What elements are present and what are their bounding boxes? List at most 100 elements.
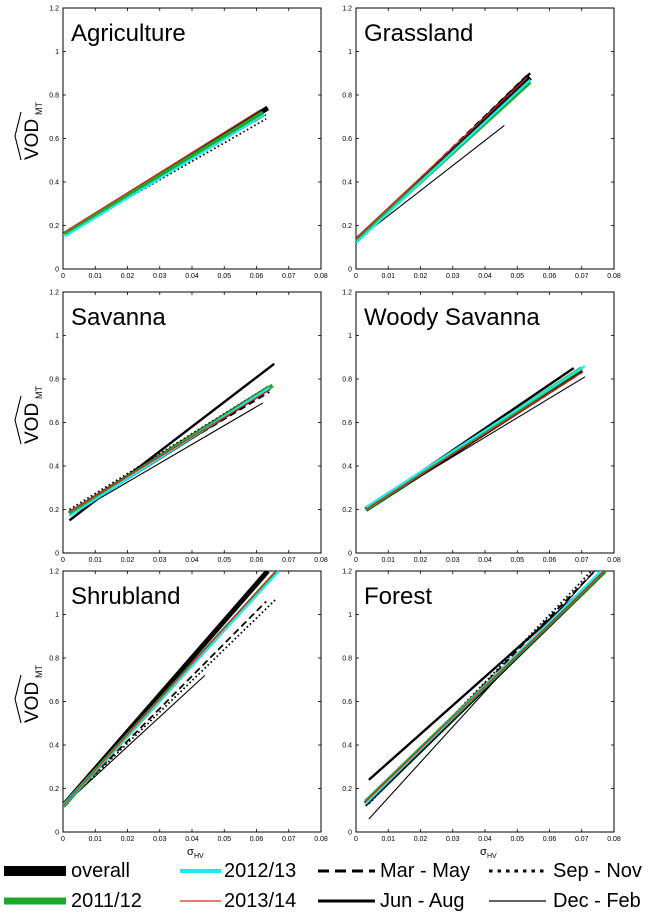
x-tick-label: 0.06 — [543, 273, 557, 280]
x-tick-label: 0.08 — [314, 557, 328, 564]
panel-agriculture: 0 0.01 0.02 0.03 0.04 0.05 0.06 0.07 0.08 0 0.2 0.4… — [14, 6, 328, 280]
x-tick-label: 0.06 — [250, 836, 264, 843]
x-tick-label: 0.04 — [478, 836, 492, 843]
y-tick-label: 0.8 — [49, 93, 59, 100]
x-tick-label: 0.08 — [314, 836, 328, 843]
y-tick-label: 0.4 — [342, 180, 352, 187]
x-tick-label: 0.06 — [250, 273, 264, 280]
x-tick-label: 0.03 — [153, 557, 167, 564]
y-tick-label: 0.6 — [342, 699, 352, 706]
y-tick-label: 0.6 — [49, 136, 59, 143]
series-line-2013-14 — [69, 389, 270, 513]
y-tick-label: 0.4 — [49, 464, 59, 471]
y-tick-label: 0.4 — [49, 180, 59, 187]
panel-grassland: 0 0.01 0.02 0.03 0.04 0.05 0.06 0.07 0.08 0 0.2 0.4… — [342, 6, 621, 281]
y-axis-label: VOD MT — [14, 102, 44, 161]
series-line-2013-14 — [63, 571, 277, 807]
hat-icon — [14, 395, 22, 445]
series-line-2013-14 — [64, 109, 261, 233]
x-tick-label: 0.04 — [185, 836, 199, 843]
y-tick-label: 0.6 — [342, 420, 352, 427]
plot-frame — [355, 570, 615, 833]
y-tick-label: 1.2 — [49, 290, 59, 297]
panel-shrubland: 0 0.01 0.02 0.03 0.04 0.05 0.06 0.07 0.08 0 0.2 0.4… — [14, 569, 328, 860]
y-tick-label: 0.2 — [342, 223, 352, 230]
panel-forest: 0 0.01 0.02 0.03 0.04 0.05 0.06 0.07 0.08 0 0.2 0.4… — [342, 569, 621, 861]
legend-label: 2012/13 — [224, 860, 296, 882]
series-line-2013-14 — [356, 77, 528, 239]
y-tick-label: 1 — [55, 49, 59, 56]
x-tick-label: 0.02 — [121, 836, 135, 843]
x-tick-label: 0.02 — [414, 273, 428, 280]
plot-frame — [62, 7, 322, 270]
plot-frame — [355, 7, 615, 270]
x-axis-label-text: σ — [187, 846, 194, 858]
x-tick-label: 0.03 — [446, 836, 460, 843]
y-tick-label: 0.2 — [49, 507, 59, 514]
series-line-sep-nov — [63, 598, 277, 807]
x-tick-label: 0.05 — [510, 836, 524, 843]
y-tick-label: 0 — [55, 267, 59, 274]
x-tick-label: 0.08 — [607, 557, 621, 564]
panel-title: Shrubland — [71, 583, 180, 610]
legend-label: 2013/14 — [224, 890, 296, 912]
y-tick-label: 0.6 — [49, 699, 59, 706]
y-tick-label: 1.2 — [49, 569, 59, 576]
x-axis-label-text: σ — [480, 846, 487, 858]
x-axis-label: σ HV — [480, 846, 497, 860]
x-tick-label: 0.05 — [217, 557, 231, 564]
x-tick-label: 0.03 — [446, 557, 460, 564]
x-tick-label: 0.08 — [607, 273, 621, 280]
y-tick-label: 0.6 — [49, 420, 59, 427]
y-axis-label-sub: MT — [34, 386, 44, 399]
x-tick-label: 0.03 — [153, 273, 167, 280]
series-group — [363, 571, 607, 820]
legend-label: overall — [71, 860, 130, 882]
y-tick-label: 0.4 — [342, 743, 352, 750]
y-tick-label: 1.2 — [342, 569, 352, 576]
y-tick-label: 0.2 — [49, 223, 59, 230]
plot-frame — [62, 291, 322, 554]
y-axis-label-text: VOD — [22, 682, 43, 723]
hat-icon — [14, 111, 22, 161]
series-line-2011-12 — [63, 110, 264, 236]
x-tick-label: 0.05 — [217, 273, 231, 280]
x-tick-label: 0.08 — [314, 273, 328, 280]
x-tick-label: 0.07 — [575, 273, 589, 280]
y-tick-label: 0.6 — [342, 136, 352, 143]
y-tick-label: 1 — [55, 612, 59, 619]
plot-frame — [62, 570, 322, 833]
y-tick-label: 0.2 — [342, 507, 352, 514]
x-tick-label: 0.02 — [414, 557, 428, 564]
y-tick-label: 0.4 — [49, 743, 59, 750]
series-line-2012-13 — [365, 365, 586, 509]
x-tick-label: 0.02 — [121, 273, 135, 280]
y-tick-label: 0 — [55, 830, 59, 837]
legend-label: Mar - May — [380, 860, 470, 882]
series-line-mar-may — [63, 600, 267, 807]
x-tick-label: 0.07 — [575, 836, 589, 843]
x-tick-label: 0.02 — [414, 836, 428, 843]
y-tick-label: 1 — [348, 333, 352, 340]
legend-label: Dec - Feb — [553, 890, 641, 912]
x-tick-label: 0.06 — [543, 557, 557, 564]
panel-title: Savanna — [71, 304, 166, 331]
y-tick-label: 1.2 — [342, 6, 352, 13]
y-tick-label: 0.8 — [342, 656, 352, 663]
y-tick-label: 1 — [348, 49, 352, 56]
series-line-dec-feb — [63, 674, 206, 807]
x-tick-label: 0.07 — [282, 273, 296, 280]
y-tick-label: 1 — [55, 333, 59, 340]
x-tick-label: 0.04 — [185, 557, 199, 564]
x-tick-label: 0.08 — [607, 836, 621, 843]
series-line-2012-13 — [64, 113, 266, 238]
series-line-dec-feb — [356, 125, 505, 242]
y-tick-label: 0.2 — [49, 786, 59, 793]
x-tick-label: 0.04 — [185, 273, 199, 280]
x-axis-label-sub: HV — [194, 853, 204, 860]
series-line-2012-13 — [68, 386, 270, 517]
y-tick-label: 0 — [348, 267, 352, 274]
plot-frame — [355, 291, 615, 554]
legend-label: Jun - Aug — [380, 890, 465, 912]
